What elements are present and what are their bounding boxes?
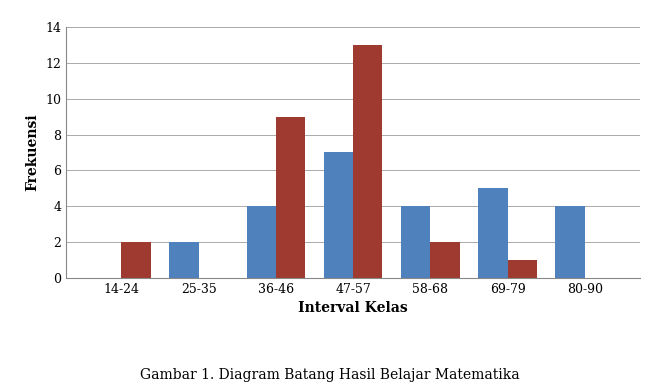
X-axis label: Interval Kelas: Interval Kelas — [298, 301, 408, 315]
Bar — [508, 260, 537, 278]
Bar — [478, 188, 508, 278]
Bar — [121, 242, 150, 278]
Bar — [430, 242, 459, 278]
Bar — [324, 152, 353, 278]
Bar — [276, 117, 305, 278]
Bar — [353, 45, 382, 278]
Y-axis label: Frekuensi: Frekuensi — [26, 113, 40, 191]
Text: Gambar 1. Diagram Batang Hasil Belajar Matematika: Gambar 1. Diagram Batang Hasil Belajar M… — [140, 368, 520, 382]
Bar — [170, 242, 199, 278]
Bar — [556, 206, 585, 278]
Bar — [401, 206, 430, 278]
Bar — [247, 206, 276, 278]
